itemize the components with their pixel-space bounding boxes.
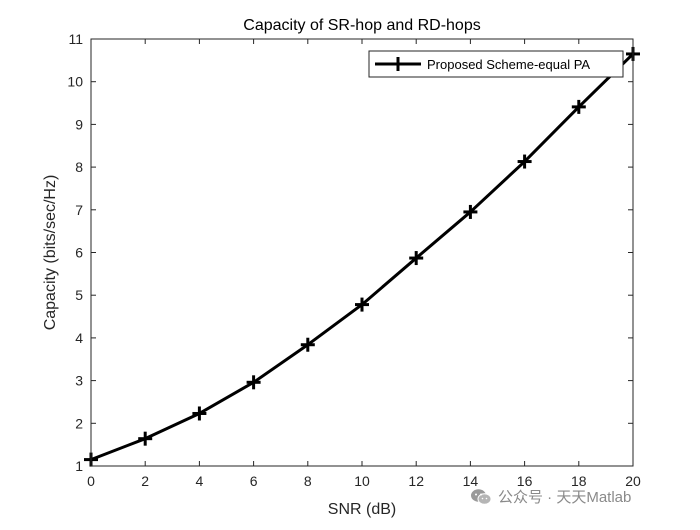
data-point-marker xyxy=(246,375,261,390)
y-tick-label: 11 xyxy=(68,31,83,47)
y-tick-label: 4 xyxy=(75,330,83,346)
data-point-marker xyxy=(571,99,586,114)
x-tick-label: 6 xyxy=(250,473,258,489)
x-tick-label: 0 xyxy=(87,473,95,489)
y-tick-label: 1 xyxy=(75,458,83,474)
y-tick-label: 3 xyxy=(75,373,83,389)
x-axis-title: SNR (dB) xyxy=(328,501,396,518)
y-tick-label: 5 xyxy=(75,287,83,303)
x-tick-label: 4 xyxy=(196,473,204,489)
data-point-marker xyxy=(409,251,424,266)
watermark-text: 公众号 · 天天Matlab xyxy=(498,489,632,506)
plot-area xyxy=(91,39,633,466)
x-tick-label: 14 xyxy=(463,473,479,489)
wechat-icon xyxy=(471,488,492,505)
data-point-marker xyxy=(355,297,369,312)
data-point-marker xyxy=(517,154,532,169)
data-point-marker xyxy=(138,431,153,446)
x-tick-label: 8 xyxy=(304,473,312,489)
y-tick-label: 6 xyxy=(75,245,83,261)
x-tick-label: 16 xyxy=(517,473,533,489)
x-tick-label: 18 xyxy=(571,473,587,489)
y-tick-label: 2 xyxy=(75,415,83,431)
legend: Proposed Scheme-equal PA xyxy=(368,50,624,78)
y-tick-label: 9 xyxy=(75,116,83,132)
x-tick-label: 12 xyxy=(408,473,424,489)
y-axis-title: Capacity (bits/sec/Hz) xyxy=(42,175,59,331)
legend-marker-plus xyxy=(391,57,405,71)
x-tick-label: 10 xyxy=(354,473,370,489)
watermark: 公众号 · 天天Matlab xyxy=(470,486,631,507)
y-tick-label: 10 xyxy=(67,74,83,90)
data-point-marker xyxy=(300,337,315,352)
chart-title: Capacity of SR-hop and RD-hops xyxy=(243,17,480,34)
data-point-marker xyxy=(192,406,207,421)
x-tick-label: 20 xyxy=(625,473,641,489)
data-point-marker xyxy=(463,204,478,219)
y-tick-label: 7 xyxy=(75,202,83,218)
legend-label: Proposed Scheme-equal PA xyxy=(427,57,590,72)
x-tick-label: 2 xyxy=(141,473,149,489)
y-tick-label: 8 xyxy=(75,159,83,175)
